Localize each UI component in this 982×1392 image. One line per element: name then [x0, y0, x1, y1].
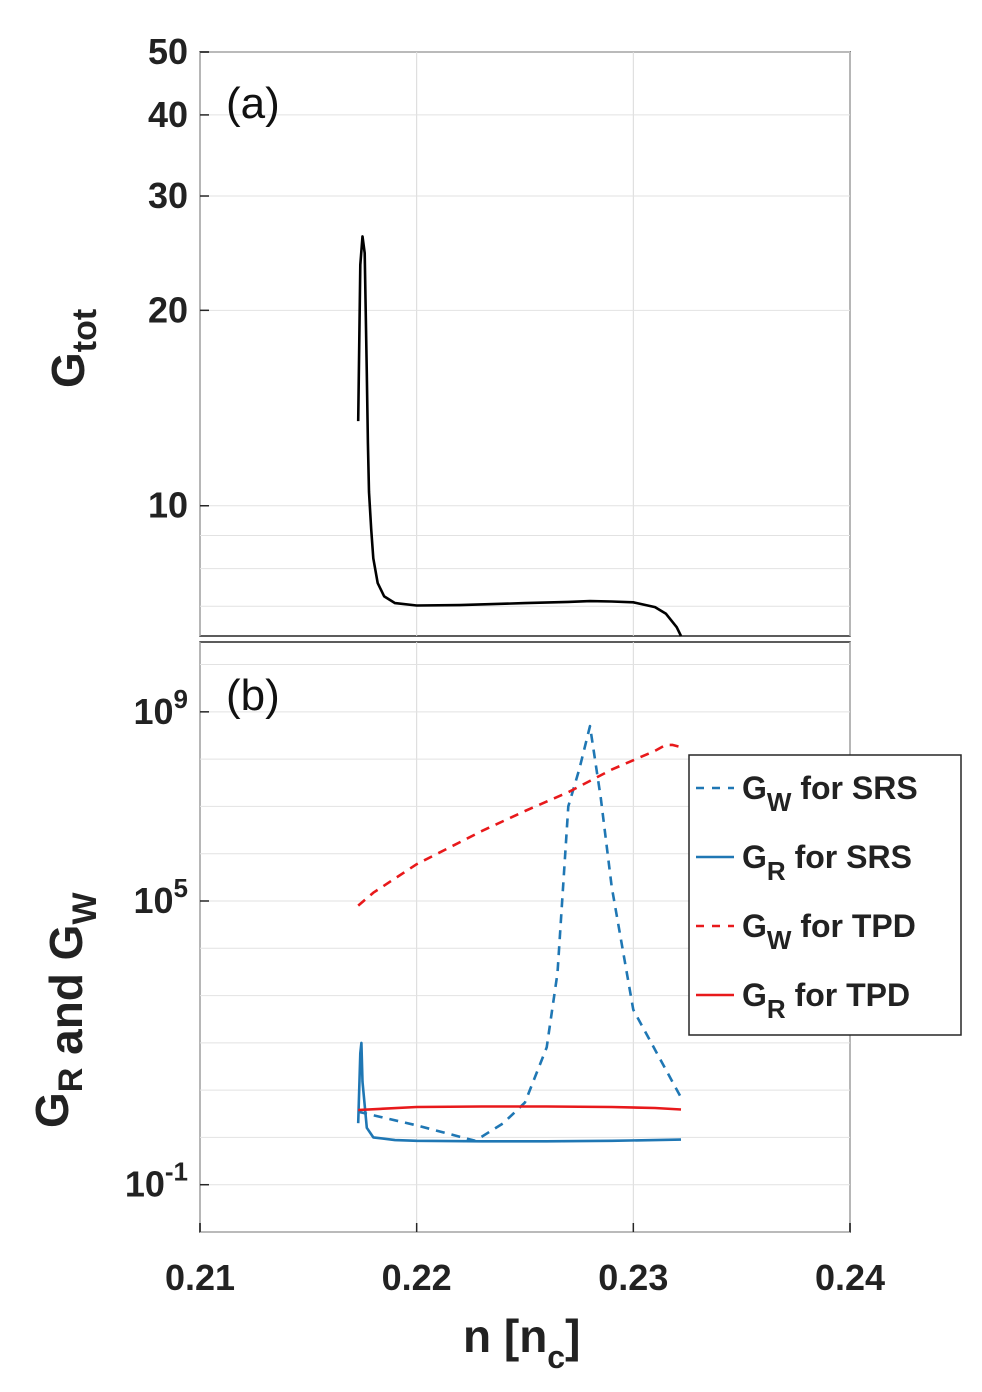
panel-a: 10 20 30 40 50 (a) Gtot [42, 31, 851, 637]
x-tick-label: 0.23 [598, 1257, 668, 1298]
y-tick-label: 50 [148, 31, 188, 72]
legend-entry-rest: for SRS [786, 839, 912, 875]
y-tick-base: 10 [125, 1164, 165, 1205]
x-axis-label-main: n [n [463, 1310, 547, 1362]
y-tick-exponent: 9 [174, 684, 188, 714]
x-axis-label: n [nc] [463, 1310, 580, 1375]
legend-entry-main: G [742, 977, 767, 1013]
panel-a-ticks: 10 20 30 40 50 [148, 31, 209, 526]
panel-a-ylabel: Gtot [42, 309, 104, 388]
panel-a-ylabel-sub: tot [66, 309, 104, 352]
panel-b-ylabel-sub: R [52, 1068, 90, 1093]
panel-b-ylabel-part: and [40, 960, 92, 1067]
panel-b-ylabel-part: G [40, 925, 92, 961]
legend-entry-rest: for TPD [791, 908, 915, 944]
legend-entry: GW for TPD [742, 908, 916, 955]
legend-entry-main: G [742, 770, 767, 806]
y-tick-label: 40 [148, 94, 188, 135]
x-axis-label-end: ] [565, 1310, 580, 1362]
panel-a-grid [199, 51, 851, 636]
legend-entry-sub: R [767, 994, 786, 1024]
y-tick-label: 10 [148, 485, 188, 526]
y-tick-label: 109 [133, 684, 188, 732]
legend-entry-main: G [742, 908, 767, 944]
y-tick-base: 10 [133, 880, 173, 921]
y-tick-label: 30 [148, 175, 188, 216]
legend-entry-sub: W [767, 925, 792, 955]
legend-entry-sub: W [767, 787, 792, 817]
series-line [357, 743, 682, 907]
series-line [358, 1105, 682, 1112]
panel-a-series [356, 235, 683, 637]
y-tick-exponent: -1 [165, 1157, 188, 1187]
x-axis-label-sub: c [547, 1339, 565, 1375]
x-tick-label: 0.24 [815, 1257, 885, 1298]
y-tick-label: 20 [148, 289, 188, 330]
series-line [357, 724, 683, 1143]
panel-b-ylabel: GR and GW [26, 892, 104, 1128]
panel-a-label: (a) [226, 79, 280, 128]
y-tick-exponent: 5 [174, 873, 188, 903]
panel-b-series [356, 724, 683, 1143]
panel-b-ylabel-part: G [26, 1092, 78, 1128]
legend-entry: GR for TPD [742, 977, 910, 1024]
y-tick-label: 105 [133, 873, 188, 921]
series-line [356, 1041, 682, 1143]
legend-entry-rest: for SRS [791, 770, 917, 806]
panel-b-ylabel-sub: W [66, 892, 104, 925]
series-line [356, 235, 683, 637]
legend-entry-rest: for TPD [786, 977, 910, 1013]
legend-entry-main: G [742, 839, 767, 875]
y-tick-base: 10 [133, 691, 173, 732]
x-tick-label: 0.22 [382, 1257, 452, 1298]
x-tick-label: 0.21 [165, 1257, 235, 1298]
panel-a-ylabel-main: G [42, 352, 94, 388]
legend-entry: GW for SRS [742, 770, 918, 817]
panel-a-axes [199, 51, 851, 637]
y-tick-label: 10-1 [125, 1157, 188, 1205]
legend-entry-sub: R [767, 856, 786, 886]
legend-box [688, 754, 962, 1036]
panel-b-label: (b) [226, 671, 280, 720]
legend-entry: GR for SRS [742, 839, 912, 886]
